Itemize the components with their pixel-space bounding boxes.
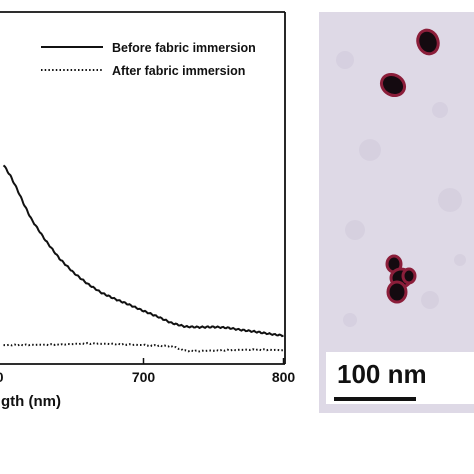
legend: Before fabric immersion After fabric imm… [41,41,256,78]
nanoparticle [416,28,440,56]
scale-bar-box [326,352,474,404]
x-tick-label: 0 [0,369,4,385]
x-tick-label: 700 [132,369,156,385]
x-axis-title: gth (nm) [1,393,61,410]
scale-bar-inset: 100 nm [326,352,474,404]
nanoparticle [386,280,408,304]
nanoparticle [401,267,417,285]
nanoparticles [379,28,440,304]
legend-label-before: Before fabric immersion [112,41,256,55]
micrograph-texture [336,51,466,327]
series-line-after [3,341,284,353]
x-tick-label: 800 [272,369,296,385]
spectrum-chart: 0 700 800 Before fabric immersion After fa… [0,11,295,410]
plot-frame [0,11,286,365]
scale-bar-label: 100 nm [337,359,427,389]
tem-micrograph: 100 nm [319,12,474,413]
legend-label-after: After fabric immersion [112,64,245,78]
series-line-before [2,164,284,338]
series-group [2,164,284,353]
x-axis-ticks: 0 700 800 [0,358,295,385]
nanoparticle [379,72,407,98]
